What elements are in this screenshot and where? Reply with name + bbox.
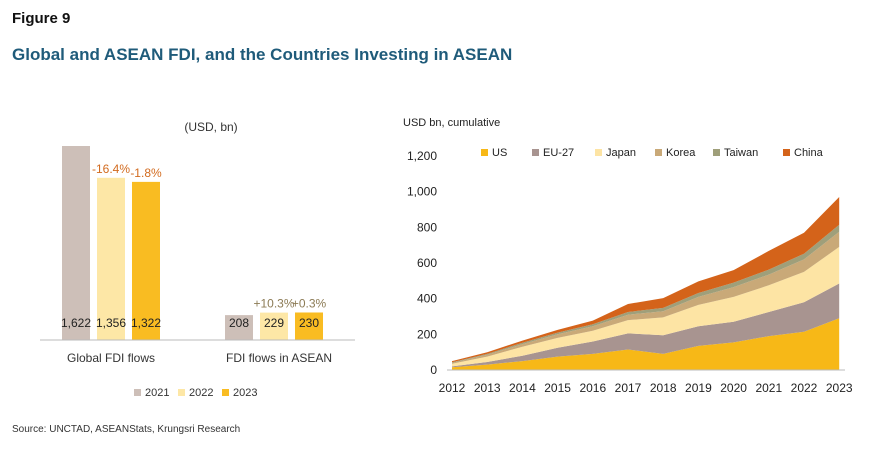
bar [62, 146, 90, 340]
bar-value-label: 208 [229, 316, 249, 330]
area-series [452, 283, 840, 368]
legend-label: Korea [666, 147, 696, 159]
x-tick-label: 2023 [826, 381, 853, 395]
legend-label: 2021 [145, 387, 169, 399]
x-tick-label: 2018 [650, 381, 677, 395]
growth-annotation: -1.8% [130, 166, 162, 180]
legend-label: EU-27 [543, 147, 574, 159]
figure-label: Figure 9 [12, 10, 71, 27]
y-tick-label: 400 [417, 292, 437, 306]
figure-title: Global and ASEAN FDI, and the Countries … [12, 45, 513, 64]
legend-swatch [595, 149, 602, 156]
legend-label: 2023 [233, 387, 257, 399]
legend-swatch-2021 [134, 389, 141, 396]
area-series [452, 246, 840, 367]
x-tick-label: 2020 [720, 381, 747, 395]
y-tick-label: 200 [417, 327, 437, 341]
area-chart-ylabel: USD bn, cumulative [403, 117, 500, 129]
x-tick-label: 2013 [474, 381, 501, 395]
bar-value-label: 1,622 [61, 316, 91, 330]
legend-swatch-2022 [178, 389, 185, 396]
x-tick-label: 2022 [791, 381, 818, 395]
y-tick-label: 600 [417, 256, 437, 270]
bar-category-label: FDI flows in ASEAN [226, 351, 332, 365]
bar [97, 177, 125, 340]
legend-label: China [794, 147, 824, 159]
y-tick-label: 0 [430, 363, 437, 377]
bar-chart-unit-label: (USD, bn) [184, 120, 237, 134]
legend-label: Taiwan [724, 147, 758, 159]
legend-swatch [655, 149, 662, 156]
bar-category-label: Global FDI flows [67, 351, 155, 365]
y-tick-label: 1,000 [407, 185, 437, 199]
bar [225, 315, 253, 340]
y-tick-label: 800 [417, 220, 437, 234]
source-note: Source: UNCTAD, ASEANStats, Krungsri Res… [12, 424, 241, 435]
bar-value-label: 229 [264, 316, 284, 330]
x-tick-label: 2017 [615, 381, 642, 395]
legend-swatch [713, 149, 720, 156]
growth-annotation: +0.3% [292, 296, 327, 310]
bar [295, 312, 323, 340]
bar [132, 181, 160, 340]
legend-swatch [532, 149, 539, 156]
bar-value-label: 1,322 [131, 316, 161, 330]
x-tick-label: 2021 [755, 381, 782, 395]
x-tick-label: 2015 [544, 381, 571, 395]
x-tick-label: 2019 [685, 381, 712, 395]
legend-swatch [481, 149, 488, 156]
area-series [452, 318, 840, 370]
legend-swatch [783, 149, 790, 156]
investor-area-chart: USD bn, cumulative 0 200 400 600 800 1,000 1,2… [403, 117, 853, 395]
fdi-bar-chart: (USD, bn) 1,622 1,356 1,322 208 229 230 -16.4%… [40, 120, 355, 399]
bar-legend: 2021 2022 2023 [134, 387, 257, 399]
growth-annotation: -16.4% [92, 162, 130, 176]
legend-swatch-2023 [222, 389, 229, 396]
x-tick-label: 2012 [439, 381, 466, 395]
y-tick-label: 1,200 [407, 149, 437, 163]
growth-annotation: +10.3% [253, 297, 294, 311]
bar-value-label: 1,356 [96, 316, 126, 330]
area-legend: US EU-27 Japan Korea Taiwan China [481, 147, 824, 159]
bar-value-label: 230 [299, 316, 319, 330]
legend-label: US [492, 147, 507, 159]
legend-label: 2022 [189, 387, 213, 399]
x-tick-label: 2014 [509, 381, 536, 395]
x-tick-label: 2016 [579, 381, 606, 395]
bar [260, 312, 288, 340]
legend-label: Japan [606, 147, 636, 159]
